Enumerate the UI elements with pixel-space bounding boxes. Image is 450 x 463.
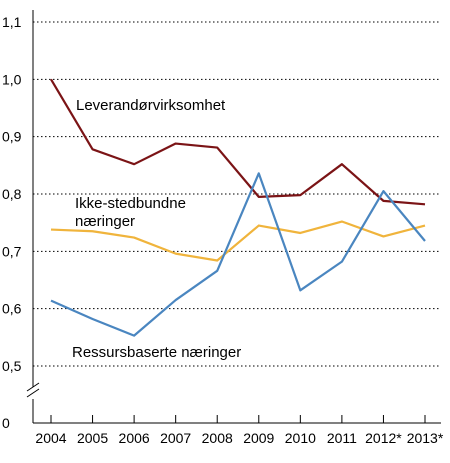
x-tick-label: 2004: [35, 430, 66, 446]
y-tick-label: 0,6: [2, 301, 22, 317]
x-tick-label: 2006: [119, 430, 150, 446]
y-tick-label: 0,9: [2, 129, 22, 145]
x-tick-labels: 2004 2005 2006 2007 2008 2009 2010 2011 2012* 201…: [35, 430, 443, 446]
series-label-2: Ikke-stedbundne: [75, 195, 186, 212]
series-line-1: [50, 78, 426, 206]
series-label-1: Leverandørvirksomhet: [76, 97, 226, 114]
axis-break-mark: [26, 382, 40, 392]
series-line-2: [50, 220, 426, 262]
series-label-3: Ressursbaserte næringer: [72, 344, 241, 361]
axes: [26, 10, 441, 424]
y-tick-label: 1,1: [2, 14, 22, 30]
x-tick-label: 2009: [243, 430, 274, 446]
series-label-2: næringer: [75, 213, 135, 230]
x-tick-label: 2007: [160, 430, 191, 446]
x-tick-label: 2008: [202, 430, 233, 446]
grid-lines: [33, 21, 441, 367]
x-tick-label: 2010: [285, 430, 316, 446]
y-tick-label: 0,7: [2, 243, 22, 259]
x-tick-label: 2011: [327, 430, 357, 446]
y-tick-label: 0,8: [2, 186, 22, 202]
axis-break-mark: [26, 388, 40, 398]
y-tick-labels: 0 0,5 0,6 0,7 0,8 0,9 1,0 1,1: [2, 14, 22, 431]
x-tick-label: 2005: [77, 430, 108, 446]
y-tick-label: 0,5: [2, 358, 22, 374]
y-tick-label: 0: [2, 415, 10, 431]
series-labels: Leverandørvirksomhet Ikke-stedbundnenærin…: [72, 97, 241, 361]
series-lines: [50, 78, 426, 337]
x-tick-label: 2012*: [365, 430, 402, 446]
series-line-3: [50, 172, 426, 337]
x-tick-label: 2013*: [407, 430, 444, 446]
y-tick-label: 1,0: [2, 71, 22, 87]
